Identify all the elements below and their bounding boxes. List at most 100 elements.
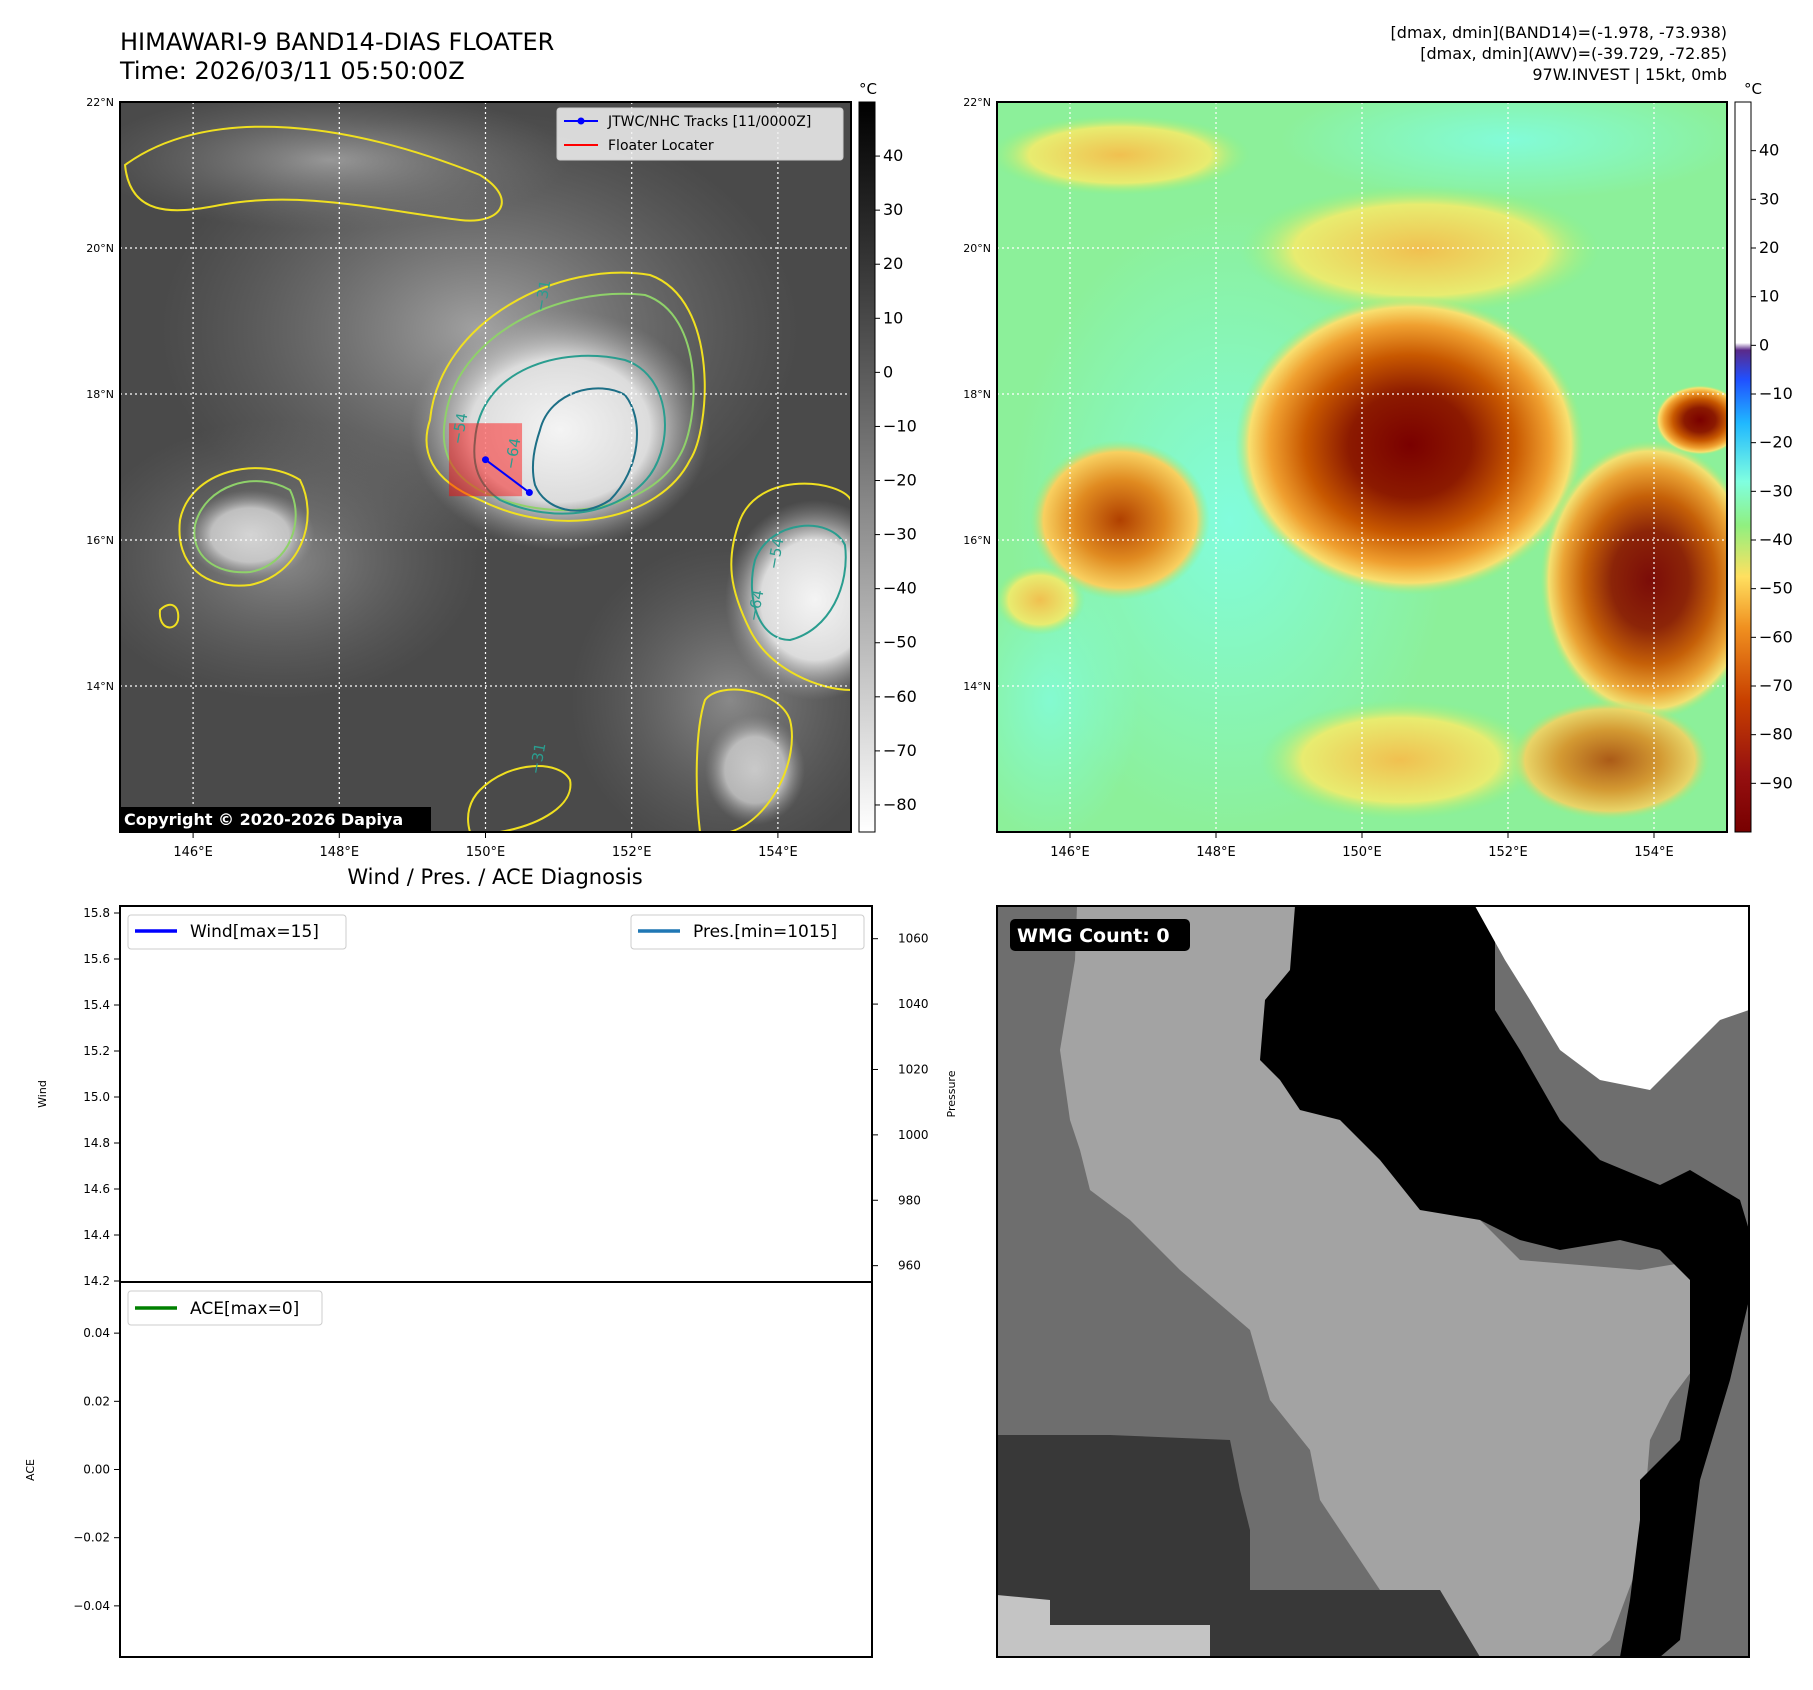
track-line [484,458,530,494]
band14-colorbar-tick-label: 40 [883,146,903,165]
figure-title-line2: Time: 2026/03/11 05:50:00Z [119,57,465,85]
wind-pres-ticks-tick-label: 15.0 [83,1090,110,1104]
wmg-region [997,1435,1480,1657]
band14-colorbar-unit: °C [859,80,877,98]
figure-title-line1: HIMAWARI-9 BAND14-DIAS FLOATER [120,28,554,56]
band14-colorbar-tick-label: −50 [883,633,917,652]
diagnosis-title: Wind / Pres. / ACE Diagnosis [347,865,642,889]
wind-pres-ticks-tick-label: 14.8 [83,1136,110,1150]
legend-box [127,1290,323,1326]
awv-cloud [1030,440,1210,600]
band14-ytick-label: 18°N [86,388,114,401]
band14-colorbar-tick-label: −70 [883,741,917,760]
band14-overlay: −54 −64 −31 −54 −64 −31 [448,278,787,775]
awv-colorbar-tick-label: 30 [1759,189,1779,208]
contour-dark-teal [531,387,638,512]
wmg-region [1475,906,1749,1090]
contour-yellow [178,467,309,587]
wind-pres-ticks-tick-label: 15.6 [83,952,110,966]
awv-cloud [1240,185,1600,315]
info-line3: 97W.INVEST | 15kt, 0mb [1532,65,1727,84]
band14-ytick-label: 14°N [86,680,114,693]
awv-colorbar-tick-label: −70 [1759,676,1793,695]
wind-pres-ticks-tick-label: 15.8 [83,906,110,920]
line-dot-icon [577,117,585,125]
pres-legend-label: Pres.[min=1015] [693,922,837,942]
band14-cloud-core [185,490,315,580]
awv-colorbar-tick-label: −90 [1759,773,1793,792]
awv-ytick-label: 18°N [963,388,991,401]
awv-moist-region [1280,102,1727,200]
awv-colorbar-unit: °C [1744,80,1762,98]
ace-ticks-tick-label: 0.04 [83,1326,110,1340]
track-point [482,456,489,464]
awv-colorbar-tick-label: 0 [1759,335,1769,354]
copyright-background [120,807,431,831]
copyright-text: Copyright © 2020-2026 Dapiya [124,810,403,829]
contour-label: −31 [531,278,554,312]
ace-ticks: 0.04 0.02 0.00 −0.02 −0.04 [73,1326,120,1613]
wmg-badge-text: WMG Count: 0 [1017,925,1170,947]
ace-legend-label: ACE[max=0] [190,1299,299,1319]
wmg-badge-background [1010,919,1190,951]
band14-cloud-haze [120,102,570,230]
wmg-region [1260,906,1749,1657]
wmg-region [997,1595,1210,1657]
awv-ytick-label: 14°N [963,680,991,693]
ace-legend: ACE[max=0] [127,1290,323,1326]
awv-colorbar: °C [1734,80,1762,833]
awv-colorbar-bar [1734,101,1752,833]
contour-label: −31 [526,741,549,775]
band14-colorbar-bar [858,101,876,833]
awv-colorbar-tick-label: 20 [1759,238,1779,257]
wind-pres-ticks-tick-label: 980 [898,1193,921,1207]
awv-colorbar-tick-label: −10 [1759,384,1793,403]
wind-legend: Wind[max=15] [127,914,347,950]
awv-xtick-label: 150°E [1342,845,1382,860]
wind-pres-ticks-tick-label: 960 [898,1259,921,1273]
awv-colorbar-tick-label: −60 [1759,627,1793,646]
awv-colorbar-tick-label: −50 [1759,579,1793,598]
band14-colorbar-tick-label: −30 [883,525,917,544]
band14-colorbar-tick-label: −10 [883,416,917,435]
band14-legend: JTWC/NHC Tracks [11/0000Z] Floater Locat… [556,107,844,161]
wmg-region [1060,906,1700,1657]
contour-light-green [442,292,695,512]
wmg-frame [996,905,1750,1658]
info-line2: [dmax, dmin](AWV)=(-39.729, -72.85) [1420,44,1727,63]
awv-cloud [1235,295,1585,595]
band14-colorbar-tick-label: 0 [883,362,893,381]
awv-gridlines [997,102,1727,832]
pressure-axis-label: Pressure [945,1070,958,1117]
awv-colorbar-tick-label: 10 [1759,287,1779,306]
awv-colorbar-tick-label: −20 [1759,433,1793,452]
wind-pres-ticks: 15.8 15.6 15.4 15.2 15.0 14.8 14.6 14.4 14.2 1060… [83,906,928,1288]
band14-colorbar-tick-label: −60 [883,687,917,706]
awv-ytick-label: 20°N [963,242,991,255]
band14-cloud-core [705,715,805,825]
awv-cloud [997,115,1250,195]
info-line1: [dmax, dmin](BAND14)=(-1.978, -73.938) [1391,23,1727,42]
awv-xtick-label: 152°E [1488,845,1528,860]
band14-gridlines [120,102,851,832]
contour-label: −64 [501,436,524,470]
awv-xtick-label: 148°E [1196,845,1236,860]
band14-colorbar-tick-label: −40 [883,579,917,598]
contour-yellow [158,603,180,629]
wind-pres-ticks-tick-label: 1000 [898,1128,929,1142]
ace-axes [119,1281,873,1658]
legend-box [556,107,844,161]
awv-ytick-label: 22°N [963,96,991,109]
band14-colorbar-tick-label: −80 [883,795,917,814]
awv-xtick-label: 146°E [1050,845,1090,860]
band14-colorbar-tick-label: −20 [883,471,917,490]
awv-cloud [1540,440,1727,720]
awv-colorbar-tick-label: −30 [1759,481,1793,500]
legend-label-track: JTWC/NHC Tracks [11/0000Z] [607,114,811,130]
band14-xtick-label: 146°E [173,845,213,860]
wind-pres-ticks-tick-label: 15.2 [83,1044,110,1058]
wind-legend-label: Wind[max=15] [190,922,319,942]
awv-colorbar-tick-label: −80 [1759,725,1793,744]
contour-label: −54 [448,411,471,445]
